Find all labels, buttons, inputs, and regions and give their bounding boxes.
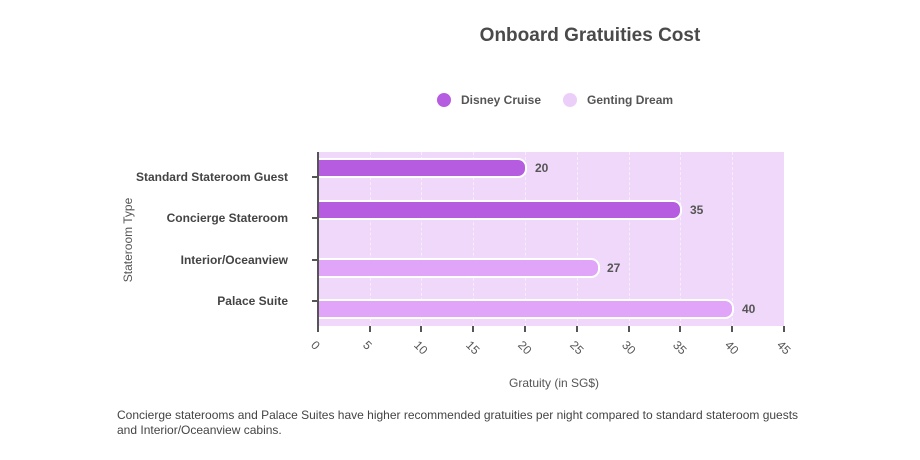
- bar-concierge-stateroom[interactable]: [318, 200, 682, 220]
- y-tick: [312, 300, 318, 302]
- x-axis-title: Gratuity (in SG$): [509, 376, 600, 390]
- x-tick: [369, 326, 371, 332]
- x-tick: [576, 326, 578, 332]
- x-tick-label: 25: [567, 338, 587, 358]
- y-tick-label: Palace Suite: [217, 294, 288, 308]
- plot-area: [318, 152, 784, 326]
- legend-swatch-icon: [437, 93, 451, 107]
- y-tick-label: Concierge Stateroom: [166, 211, 288, 225]
- y-tick: [312, 259, 318, 261]
- x-tick: [524, 326, 526, 332]
- x-tick-label: 10: [411, 338, 431, 358]
- bar-value-label: 20: [535, 161, 549, 175]
- x-tick: [783, 326, 785, 332]
- gridline: [577, 152, 578, 326]
- chart-caption: Concierge staterooms and Palace Suites h…: [117, 408, 799, 437]
- x-tick-label: 15: [463, 338, 483, 358]
- x-tick-label: 40: [722, 338, 742, 358]
- y-axis-title: Stateroom Type: [121, 197, 135, 283]
- bar-value-label: 35: [690, 203, 704, 217]
- legend-item-genting-dream[interactable]: Genting Dream: [563, 93, 673, 107]
- gridline: [732, 152, 733, 326]
- bar-value-label: 40: [742, 302, 756, 316]
- legend-label: Disney Cruise: [461, 93, 542, 107]
- x-tick: [628, 326, 630, 332]
- x-tick: [679, 326, 681, 332]
- x-tick: [472, 326, 474, 332]
- x-tick-label: 5: [360, 338, 375, 353]
- x-tick-label: 45: [774, 338, 794, 358]
- chart-title: Onboard Gratuities Cost: [479, 25, 701, 46]
- gridline: [473, 152, 474, 326]
- gridline: [525, 152, 526, 326]
- y-tick: [312, 176, 318, 178]
- gridline: [370, 152, 371, 326]
- y-tick-label: Standard Stateroom Guest: [135, 170, 288, 184]
- legend: Disney Cruise Genting Dream: [437, 93, 695, 107]
- y-tick: [312, 217, 318, 219]
- x-tick-label: 20: [515, 338, 535, 358]
- x-tick: [317, 326, 319, 332]
- gridline: [680, 152, 681, 326]
- y-axis-line: [317, 152, 319, 330]
- x-tick: [731, 326, 733, 332]
- bar-standard-stateroom-guest[interactable]: [318, 158, 527, 178]
- bar-interior-oceanview[interactable]: [318, 258, 600, 278]
- y-tick-label: Interior/Oceanview: [180, 253, 288, 267]
- bar-palace-suite[interactable]: [318, 299, 734, 319]
- bar-value-label: 27: [607, 261, 621, 275]
- legend-label: Genting Dream: [587, 93, 674, 107]
- x-tick: [420, 326, 422, 332]
- legend-swatch-icon: [563, 93, 578, 107]
- gridline: [629, 152, 630, 326]
- x-tick-label: 35: [670, 338, 690, 358]
- gridline: [421, 152, 422, 326]
- legend-item-disney-cruise[interactable]: Disney Cruise: [437, 93, 541, 107]
- x-tick-label: 0: [308, 338, 323, 353]
- x-tick-label: 30: [619, 338, 639, 358]
